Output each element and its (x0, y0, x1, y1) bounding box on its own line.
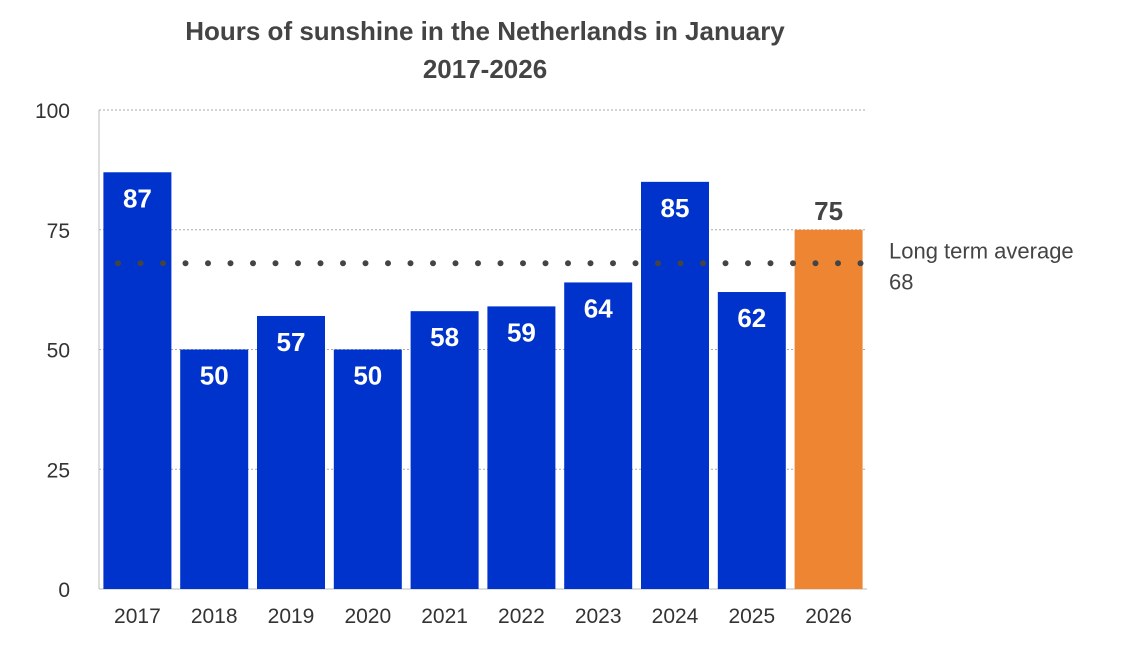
chart-subtitle: 2017-2026 (422, 54, 548, 84)
x-tick-label: 2022 (498, 605, 545, 628)
x-tick-label: 2023 (575, 605, 622, 628)
data-label: 50 (353, 361, 382, 391)
average-label: Long term average (889, 238, 1074, 263)
bar-2025 (717, 292, 786, 589)
data-label: 87 (123, 183, 152, 213)
bar-2022 (487, 306, 556, 589)
y-tick-label: 50 (47, 340, 70, 363)
data-label: 75 (814, 196, 843, 226)
x-tick-label: 2024 (652, 605, 699, 628)
x-tick-label: 2017 (114, 605, 161, 628)
bar-2023 (564, 282, 633, 589)
average-value: 68 (889, 269, 913, 294)
data-label: 58 (430, 322, 459, 352)
chart-title: Hours of sunshine in the Netherlands in … (0, 12, 970, 88)
bar-2026 (794, 229, 863, 589)
data-label: 62 (737, 303, 766, 333)
data-label: 64 (584, 293, 613, 323)
data-label: 59 (507, 317, 536, 347)
chart-title-main: Hours of sunshine in the Netherlands in … (185, 16, 785, 46)
bar-2018 (180, 349, 249, 589)
x-tick-label: 2026 (805, 605, 852, 628)
x-tick-label: 2018 (191, 605, 238, 628)
data-label: 57 (277, 327, 306, 357)
data-label: 50 (200, 361, 229, 391)
bar-2019 (257, 315, 325, 589)
x-tick-label: 2020 (344, 605, 391, 628)
bar-2017 (103, 172, 172, 589)
y-tick-label: 75 (47, 220, 70, 243)
y-tick-label: 25 (47, 459, 70, 482)
bar-2024 (641, 181, 709, 589)
data-label: 85 (661, 193, 690, 223)
y-tick-label: 0 (58, 579, 70, 602)
x-tick-label: 2025 (728, 605, 775, 628)
y-tick-label: 100 (35, 100, 70, 123)
x-tick-label: 2021 (421, 605, 468, 628)
bar-2021 (410, 311, 479, 589)
x-tick-label: 2019 (268, 605, 315, 628)
bar-2020 (333, 349, 402, 589)
